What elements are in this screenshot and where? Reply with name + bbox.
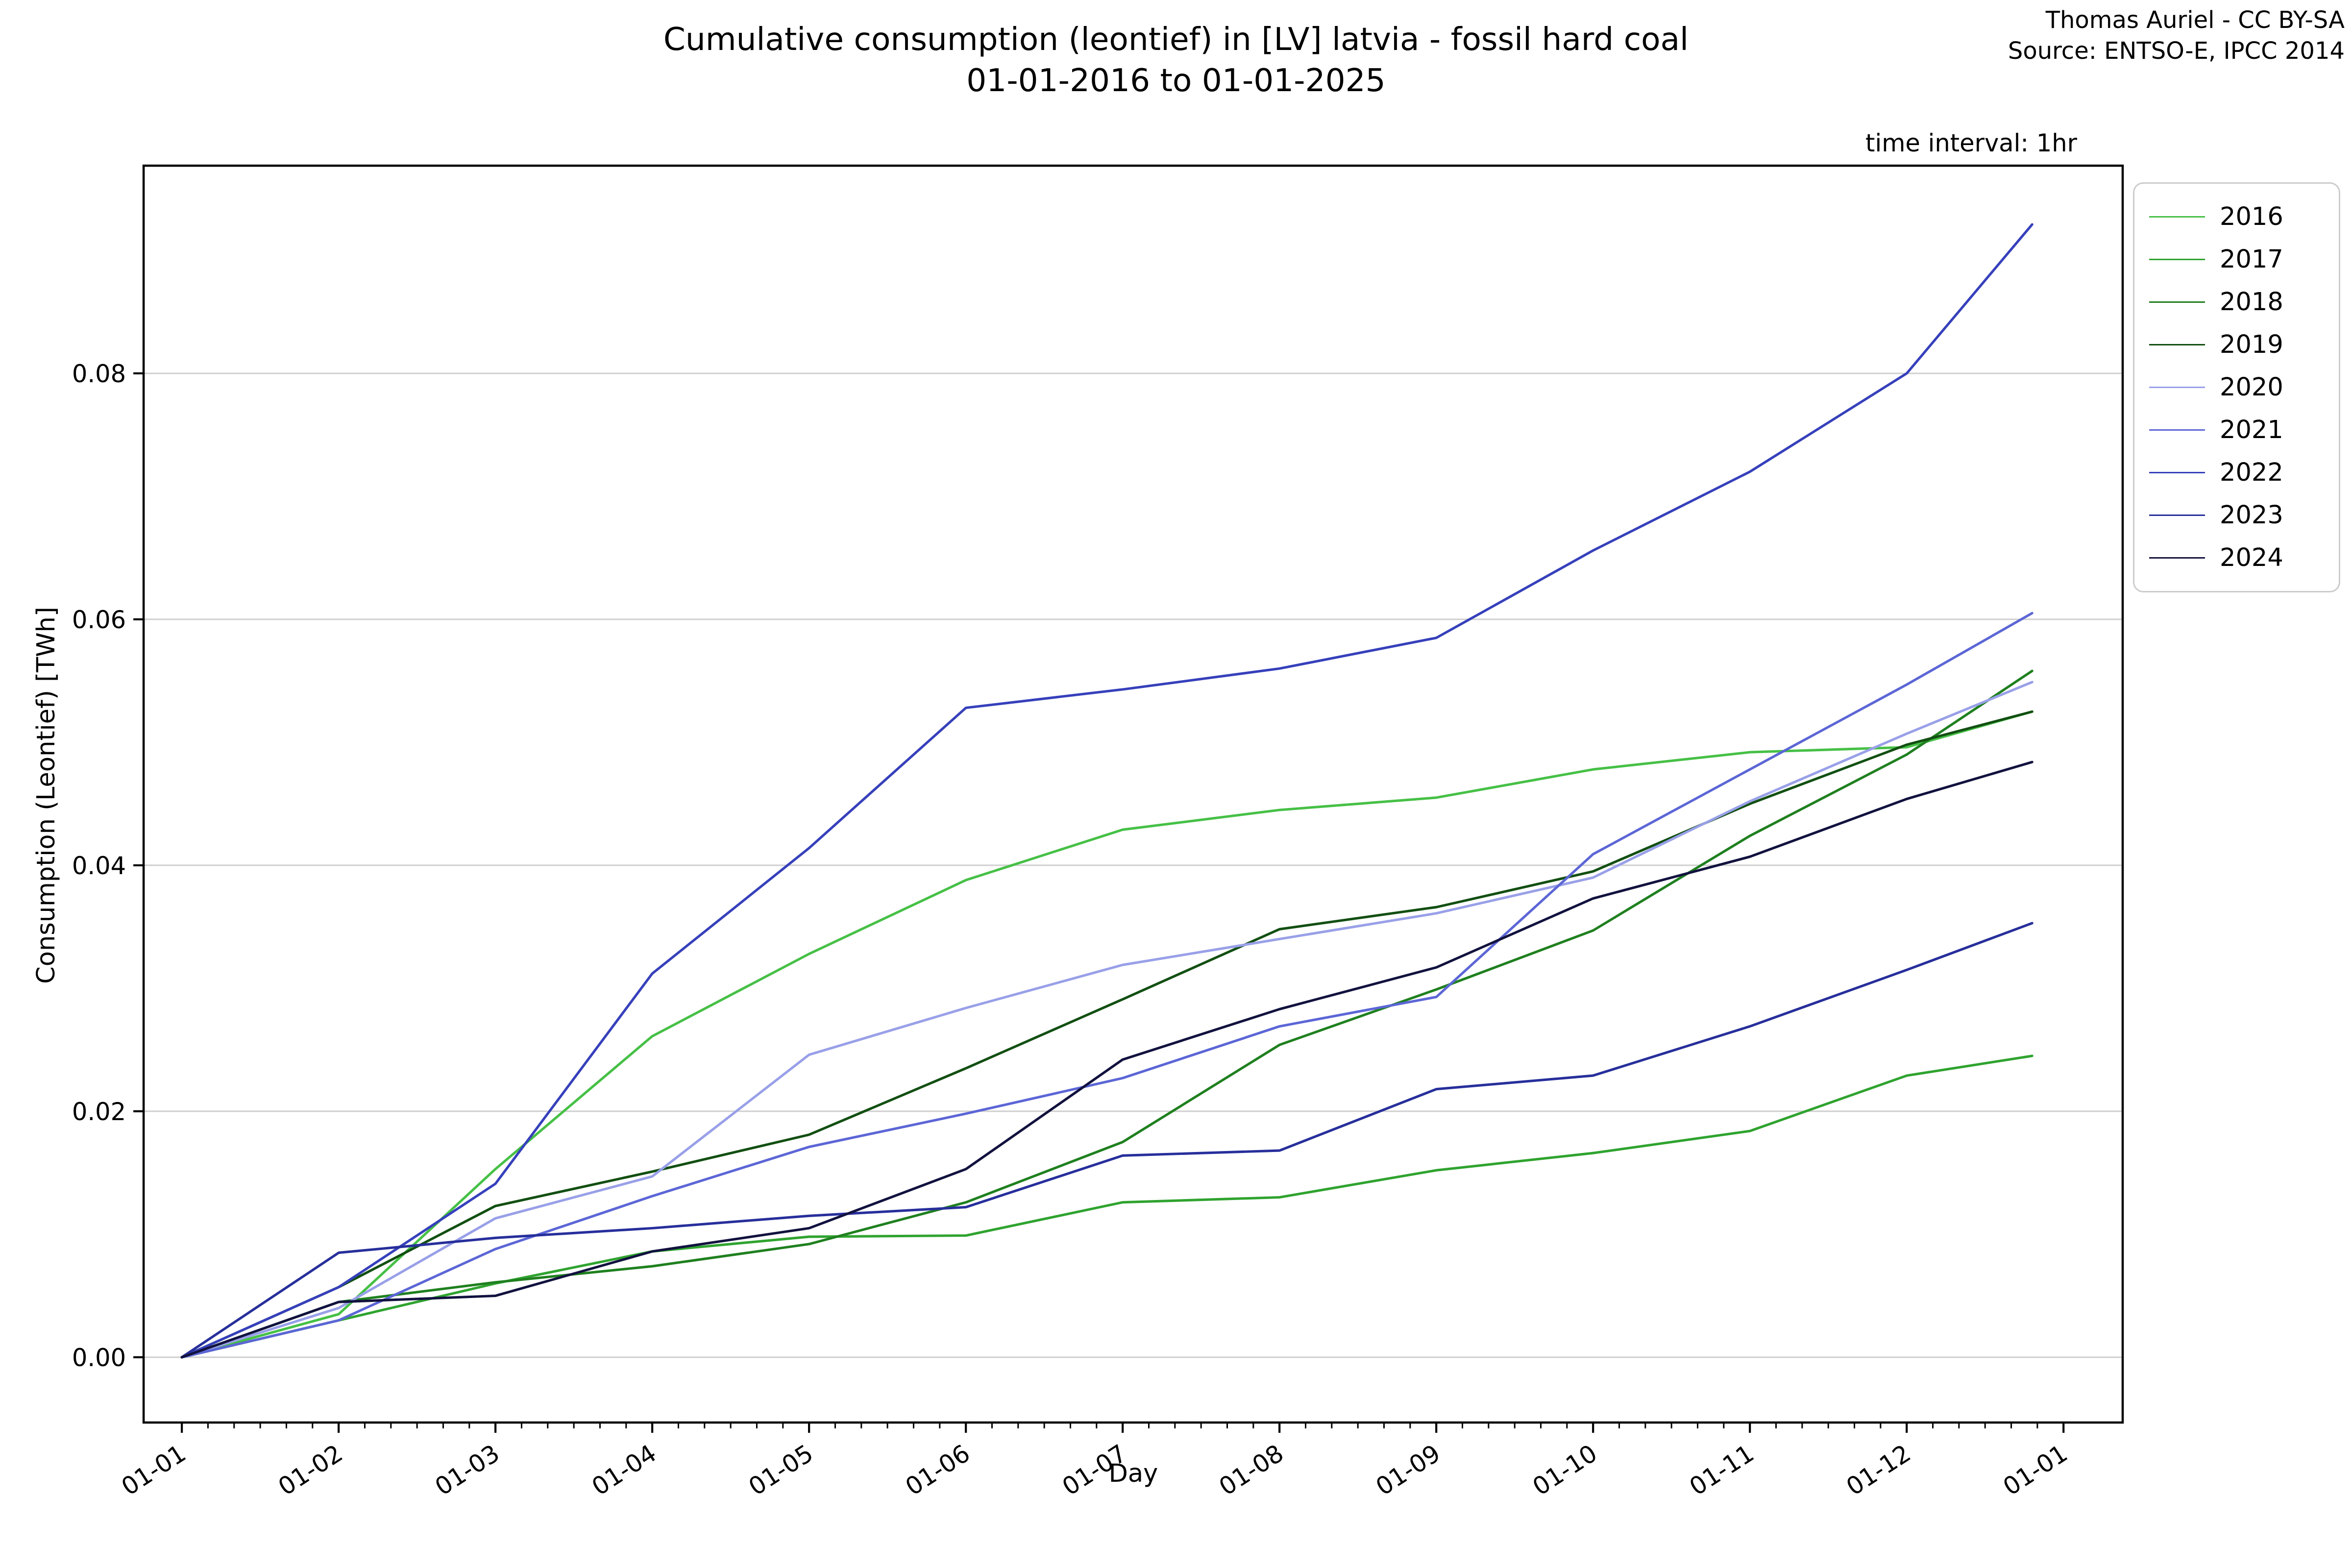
- legend-label-2020: 2020: [2220, 372, 2283, 402]
- legend-item-2016: 2016: [2149, 196, 2324, 238]
- legend-label-2021: 2021: [2220, 415, 2283, 445]
- legend-label-2018: 2018: [2220, 287, 2283, 317]
- legend-item-2017: 2017: [2149, 238, 2324, 281]
- legend-item-2019: 2019: [2149, 323, 2324, 366]
- legend-label-2024: 2024: [2220, 543, 2283, 573]
- y-tick-label-1: 0.02: [72, 1098, 126, 1126]
- legend-item-2020: 2020: [2149, 366, 2324, 409]
- legend-label-2017: 2017: [2220, 245, 2283, 274]
- legend-line-swatch-2024: [2149, 557, 2205, 559]
- x-axis-label: Day: [1108, 1460, 1158, 1489]
- legend-label-2022: 2022: [2220, 458, 2283, 488]
- series-line-2016: [180, 710, 2034, 1359]
- series-line-2018: [180, 669, 2034, 1359]
- legend-line-swatch-2023: [2149, 514, 2205, 516]
- legend-line-swatch-2021: [2149, 429, 2205, 431]
- y-tick-label-2: 0.04: [72, 852, 126, 880]
- legend-line-swatch-2017: [2149, 259, 2205, 260]
- axes-spines: [142, 164, 2124, 1424]
- legend-label-2016: 2016: [2220, 202, 2283, 232]
- attribution-source: Source: ENTSO-E, IPCC 2014: [2008, 37, 2345, 65]
- attribution: Thomas Auriel - CC BY-SA Source: ENTSO-E…: [2008, 4, 2345, 66]
- y-tick-label-4: 0.08: [72, 360, 126, 388]
- chart-title-line2: 01-01-2016 to 01-01-2025: [966, 63, 1386, 100]
- series-line-2020: [180, 681, 2034, 1359]
- series-line-2024: [180, 760, 2034, 1359]
- legend-line-swatch-2016: [2149, 216, 2205, 218]
- legend-item-2021: 2021: [2149, 409, 2324, 451]
- legend-line-swatch-2019: [2149, 344, 2205, 345]
- series-line-2021: [180, 612, 2034, 1359]
- series-line-2019: [180, 710, 2034, 1359]
- legend: 2016 2017 2018 2019 2020 2021 2022 2023 2024: [2133, 182, 2340, 592]
- attribution-author: Thomas Auriel - CC BY-SA: [2045, 6, 2345, 34]
- chart-title-line1: Cumulative consumption (leontief) in [LV…: [663, 22, 1689, 59]
- time-interval-note: time interval: 1hr: [1865, 129, 2077, 157]
- legend-item-2018: 2018: [2149, 281, 2324, 323]
- legend-line-swatch-2022: [2149, 472, 2205, 473]
- series-line-2023: [180, 922, 2034, 1359]
- legend-label-2019: 2019: [2220, 330, 2283, 360]
- legend-item-2024: 2024: [2149, 537, 2324, 579]
- legend-item-2023: 2023: [2149, 494, 2324, 537]
- y-tick-label-0: 0.00: [72, 1344, 126, 1372]
- series-line-2022: [180, 223, 2034, 1359]
- legend-label-2023: 2023: [2220, 500, 2283, 530]
- chart-title: Cumulative consumption (leontief) in [LV…: [0, 21, 2352, 103]
- legend-line-swatch-2020: [2149, 387, 2205, 388]
- legend-line-swatch-2018: [2149, 301, 2205, 303]
- y-tick-label-3: 0.06: [72, 606, 126, 634]
- legend-item-2022: 2022: [2149, 451, 2324, 494]
- y-axis-label: Consumption (Leontief) [TWh]: [32, 607, 62, 984]
